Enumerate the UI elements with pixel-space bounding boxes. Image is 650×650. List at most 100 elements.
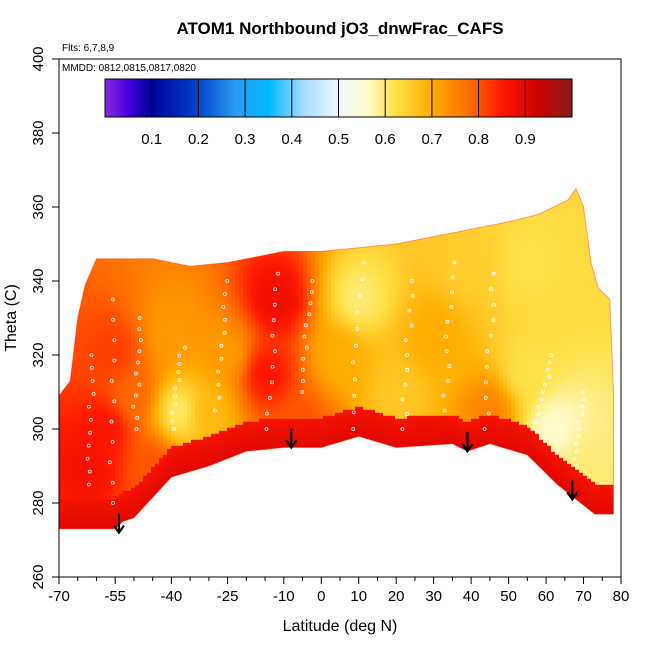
x-tick-label: 10 (350, 588, 367, 605)
sample-marker (170, 410, 175, 415)
sample-marker (173, 386, 178, 391)
colorbar-tick-label: 0.4 (281, 131, 302, 148)
sample-marker (133, 371, 138, 376)
sample-marker (87, 404, 91, 409)
sample-marker (303, 323, 308, 328)
y-tick-label: 280 (30, 490, 47, 515)
x-axis-label: Latitude (deg N) (283, 618, 398, 635)
sample-marker (89, 365, 94, 370)
sample-marker (483, 380, 488, 385)
sample-marker (482, 427, 487, 431)
sample-marker (212, 408, 217, 413)
sample-marker (540, 390, 545, 394)
colorbar-tick-label: 0.7 (421, 131, 442, 148)
sample-marker (112, 399, 117, 404)
x-tick-label: -70 (48, 588, 70, 605)
sample-marker (547, 360, 552, 365)
colorbar-tick-label: 0.2 (188, 131, 209, 148)
sample-marker (137, 349, 142, 354)
sample-marker (112, 358, 117, 363)
sample-marker (217, 395, 222, 400)
sample-marker (109, 378, 114, 383)
x-tick-label: 20 (388, 588, 405, 605)
sample-marker (446, 378, 451, 383)
sample-marker (575, 449, 579, 454)
sample-marker (109, 419, 114, 424)
y-tick-label: 340 (30, 268, 47, 293)
sample-marker (307, 312, 312, 317)
sample-marker (543, 382, 547, 387)
sample-marker (352, 393, 357, 398)
sample-marker (219, 343, 224, 348)
flight-arrows (113, 428, 579, 535)
y-axis-label: Theta (C) (3, 284, 20, 352)
sample-marker (442, 408, 447, 413)
sample-marker (488, 333, 493, 338)
sample-marker (548, 353, 553, 357)
sample-marker (405, 353, 410, 357)
dates-note: MMDD: 0812,0815,0817,0820 (62, 63, 196, 74)
sample-marker (87, 482, 91, 487)
flight-arrow (285, 428, 298, 450)
sample-marker (270, 380, 275, 385)
data-field (59, 187, 614, 530)
sample-marker (486, 411, 491, 416)
x-tick-label: 70 (575, 588, 592, 605)
sample-marker (264, 427, 269, 431)
sample-marker (173, 402, 177, 407)
sample-marker (355, 327, 360, 332)
x-tick-label: 40 (463, 588, 480, 605)
sample-marker (137, 382, 142, 387)
sample-marker (444, 349, 449, 354)
colorbar-tick-label: 0.8 (468, 131, 489, 148)
sample-marker (577, 427, 582, 431)
sample-marker (575, 419, 580, 424)
sample-marker (491, 271, 496, 276)
y-tick-label: 300 (30, 416, 47, 441)
sample-marker (310, 279, 315, 283)
sample-marker (491, 318, 496, 323)
x-axis: -70 -55 -40 -25 -10 0 10 20 30 40 50 60 70 80 (48, 577, 629, 605)
sample-marker (450, 275, 455, 280)
sample-marker (136, 360, 140, 365)
sample-marker (445, 319, 450, 324)
sample-marker (177, 361, 182, 366)
sample-marker (300, 390, 305, 394)
sample-marker (360, 277, 365, 282)
sample-marker (492, 302, 496, 307)
sample-marker (302, 334, 307, 339)
sample-marker (449, 304, 454, 309)
sample-marker (89, 353, 94, 357)
sample-marker (308, 301, 313, 306)
sample-marker (574, 464, 579, 468)
sample-marker (361, 260, 366, 265)
colorbar-tick-label: 0.3 (235, 131, 256, 148)
sample-marker (447, 364, 452, 369)
y-tick-label: 360 (30, 194, 47, 219)
sample-marker (351, 410, 356, 415)
sample-marker (582, 397, 586, 402)
sample-marker (441, 393, 446, 398)
sample-marker (409, 279, 414, 283)
sample-marker (88, 430, 93, 435)
sample-marker (533, 419, 538, 424)
sample-marker (90, 378, 95, 383)
sample-marker (176, 370, 181, 374)
sample-marker (484, 364, 489, 369)
sample-marker (405, 412, 409, 417)
colorbar: 0.1 0.2 0.3 0.4 0.5 0.6 0.7 0.8 0.9 (104, 78, 573, 148)
x-tick-label: -55 (104, 588, 126, 605)
sample-marker (273, 349, 278, 354)
sample-marker (91, 391, 96, 396)
sample-marker (400, 397, 405, 402)
sample-marker (483, 395, 488, 400)
sample-marker (135, 415, 140, 420)
sample-marker (301, 356, 306, 361)
sample-marker (405, 367, 410, 372)
x-tick-label: -10 (273, 588, 295, 605)
sample-marker (351, 360, 356, 365)
sample-marker (300, 367, 305, 372)
sample-marker (225, 279, 230, 283)
colorbar-tick-label: 0.5 (328, 131, 349, 148)
sample-marker (86, 443, 91, 448)
